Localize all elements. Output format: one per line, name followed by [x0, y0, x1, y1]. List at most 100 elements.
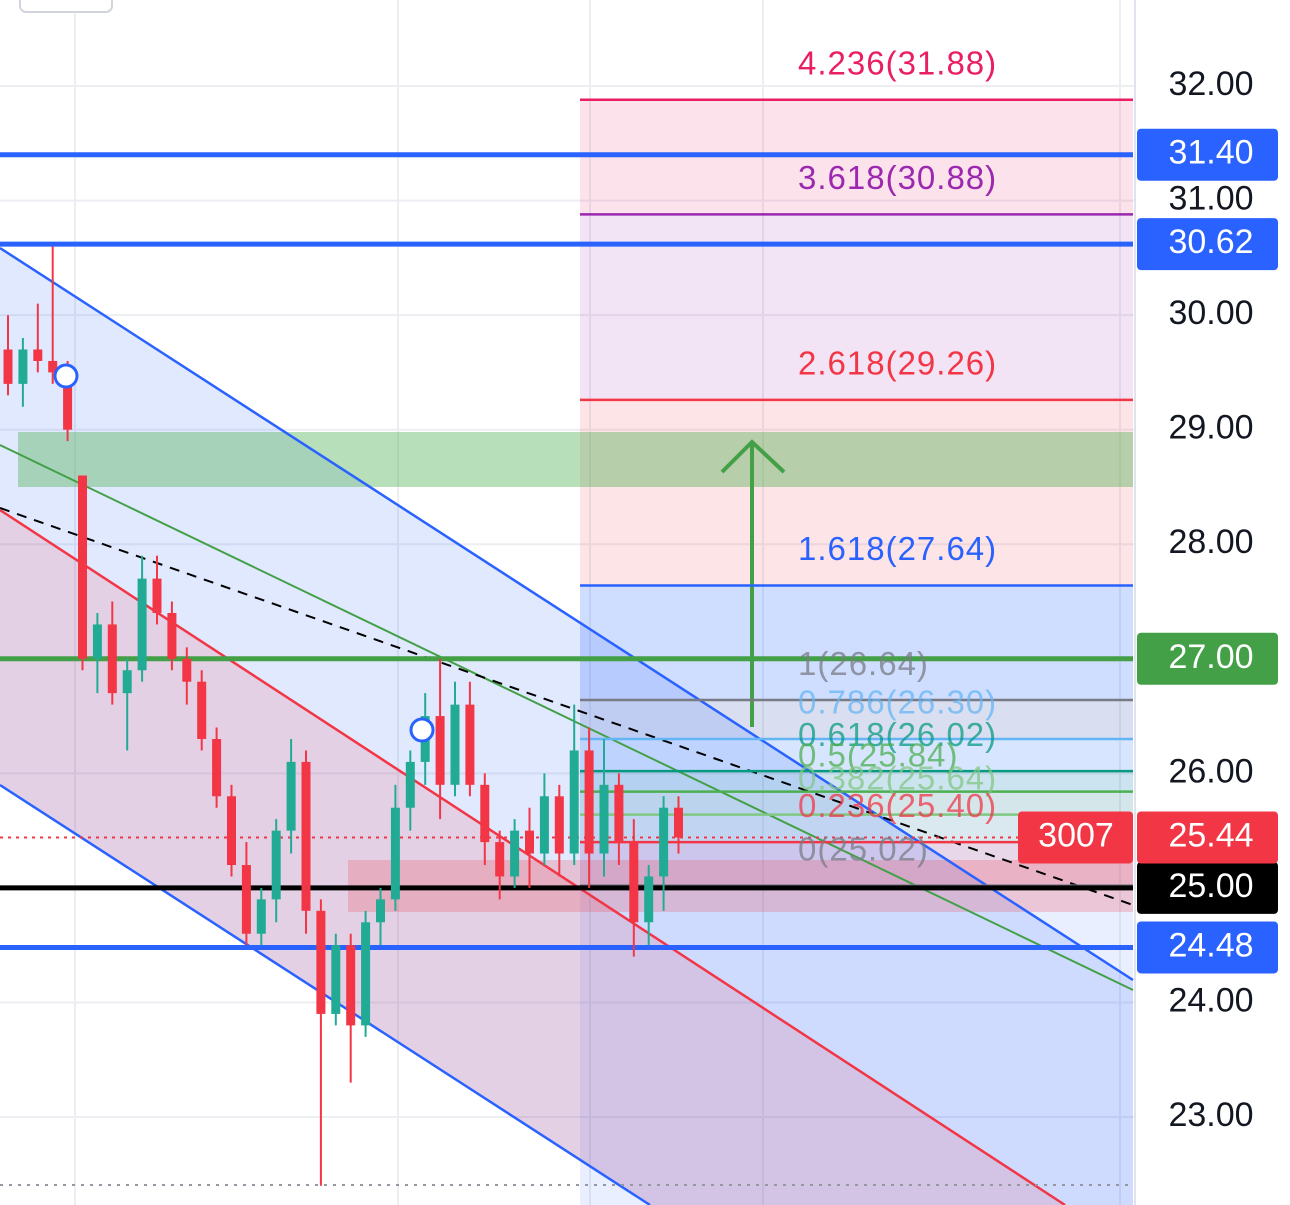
y-tick-label: 30.00: [1168, 294, 1253, 332]
price-label: 24.48: [1168, 926, 1253, 964]
candle-body: [629, 842, 639, 923]
fib-label: 0.236(25.40): [798, 787, 997, 824]
candle-body: [405, 761, 415, 808]
price-axis: [1135, 0, 1290, 1205]
price-label-box: [1137, 861, 1278, 914]
candle-body: [510, 830, 520, 877]
y-tick-label: 28.00: [1168, 523, 1253, 561]
candle-body: [63, 372, 73, 430]
price-label: 30.62: [1168, 223, 1253, 261]
candle-body: [197, 681, 207, 739]
y-tick-label: 31.00: [1168, 180, 1253, 218]
channel-line: [0, 508, 1066, 1205]
countdown-box: [1018, 811, 1133, 864]
candle-body: [167, 612, 177, 659]
fib-label: 1(26.64): [798, 645, 929, 682]
candle-body: [212, 738, 222, 797]
candle-body: [554, 796, 564, 854]
candle-body: [33, 349, 43, 361]
y-tick-label: 29.00: [1168, 409, 1253, 447]
fib-label: 0.5(25.84): [798, 736, 958, 773]
fib-band: [580, 700, 1133, 739]
candle-body: [316, 910, 326, 1014]
candle-body: [107, 624, 117, 694]
plot-background: [0, 0, 1135, 1205]
target-zone: [18, 432, 1133, 487]
price-label-box: [1137, 921, 1278, 974]
candle-body: [286, 761, 296, 831]
fib-labels: 4.236(31.88) 3.618(30.88) 2.618(29.26) 1.61…: [798, 44, 997, 867]
candle-body: [18, 349, 28, 384]
fib-label: 0.618(26.02): [798, 716, 997, 753]
candle-body: [241, 865, 251, 934]
price-axis-labels: 23.00 24.00 25.00 26.00 27.00 28.00 29.00 30.00…: [1018, 65, 1278, 1134]
price-label: 25.00: [1168, 867, 1253, 905]
y-tick-label: 26.00: [1168, 752, 1253, 790]
candle-body: [3, 349, 13, 384]
candle-body: [644, 876, 654, 923]
fib-band: [580, 791, 1133, 815]
candles: [3, 246, 683, 1186]
alert-marker[interactable]: [409, 717, 435, 743]
y-tick-label: 23.00: [1168, 1096, 1253, 1134]
candle-body: [48, 360, 58, 373]
candle-body: [346, 945, 356, 1026]
fib-band: [580, 771, 1133, 792]
candle-body: [539, 796, 549, 854]
candle-body: [480, 784, 490, 843]
candle-body: [256, 899, 266, 934]
candle-body: [525, 830, 534, 854]
trend-line: [0, 444, 1134, 991]
arrow-head: [720, 439, 786, 474]
drawings: [0, 246, 1134, 1205]
candle-body: [271, 830, 281, 900]
candle-body: [569, 750, 579, 854]
candle-body: [331, 945, 341, 1014]
candle-body: [122, 670, 132, 694]
candle-body: [599, 784, 609, 854]
candle-body: [78, 475, 87, 659]
alert-marker[interactable]: [53, 363, 79, 389]
candle-body: [674, 807, 683, 838]
countdown: 3007: [1038, 816, 1114, 854]
price-label-box: [1137, 218, 1278, 271]
fib-band: [580, 399, 1133, 586]
fib-label: 2.618(29.26): [798, 345, 997, 382]
candle-body: [659, 807, 669, 877]
candle-body: [152, 578, 162, 613]
candle-body: [92, 624, 102, 659]
price-label: 31.40: [1168, 134, 1253, 172]
fib-band: [580, 585, 1133, 1205]
candle-body: [614, 784, 624, 843]
candle-body: [495, 842, 505, 877]
fib-band: [580, 738, 1133, 772]
candle-body: [465, 704, 475, 785]
toolbar-button[interactable]: [19, 0, 113, 13]
candle-body: [584, 750, 594, 854]
candle-body: [361, 922, 371, 1026]
price-label: 25.44: [1168, 816, 1253, 854]
candle-body: [227, 796, 236, 866]
candle-body: [182, 658, 192, 682]
candle-body: [376, 899, 385, 923]
candle-body: [450, 704, 460, 785]
price-label-box: [1137, 811, 1278, 864]
candle-body: [390, 807, 400, 900]
channel-line: [0, 246, 1134, 982]
y-tick-label: 32.00: [1168, 65, 1253, 103]
price-label: 27.00: [1168, 638, 1253, 676]
candle-body: [137, 578, 147, 671]
fib-label: 1.618(27.64): [798, 530, 997, 567]
trend-line: [0, 507, 1134, 906]
price-label-box: [1137, 128, 1278, 181]
price-label-box: [1137, 632, 1278, 685]
fib-label: 4.236(31.88): [798, 44, 997, 81]
fib-label: 0(25.02): [798, 830, 929, 867]
candle-body: [435, 716, 445, 785]
channel-fill: [0, 248, 1133, 1205]
fib-label: 3.618(30.88): [798, 159, 997, 196]
fib-label: 0.786(26.30): [798, 684, 997, 721]
candle-body: [301, 761, 311, 911]
